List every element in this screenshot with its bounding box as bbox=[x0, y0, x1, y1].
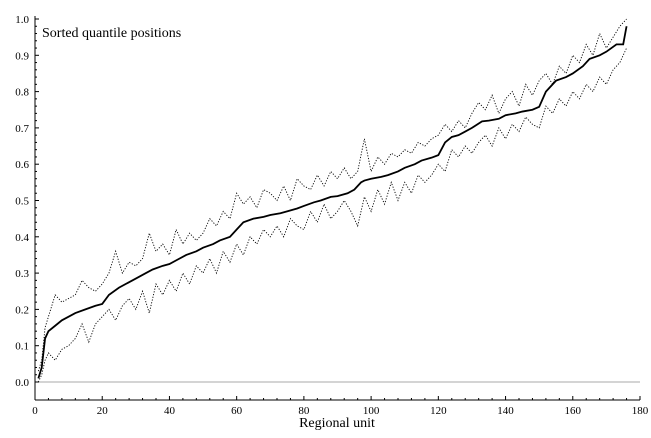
x-tick-label: 160 bbox=[565, 405, 582, 417]
y-tick-label: 1.0 bbox=[15, 14, 29, 26]
y-tick-label: 0.5 bbox=[15, 196, 29, 208]
x-axis-title: Regional unit bbox=[299, 416, 375, 431]
median-line bbox=[37, 26, 628, 379]
chart-annotation: Sorted quantile positions bbox=[42, 26, 181, 41]
y-tick-label: 0.4 bbox=[15, 232, 29, 244]
x-tick-label: 0 bbox=[32, 405, 38, 417]
y-tick-label: 0.2 bbox=[15, 304, 29, 316]
upper-band-line bbox=[37, 18, 627, 372]
axes: 0.0 0.1 0.2 0.3 0.4 0.5 0.6 0.7 0.8 0.9 1.0 0 20 40 60… bbox=[15, 14, 649, 417]
y-tick-label: 0.3 bbox=[15, 268, 29, 280]
x-tick-label: 60 bbox=[231, 405, 243, 417]
x-tick-label: 20 bbox=[97, 405, 109, 417]
x-tick-label: 100 bbox=[363, 405, 380, 417]
x-tick-label: 40 bbox=[164, 405, 176, 417]
x-tick-label: 120 bbox=[430, 405, 447, 417]
y-tick-label: 0.0 bbox=[15, 377, 29, 389]
y-tick-label: 0.7 bbox=[15, 123, 29, 135]
y-tick-label: 0.9 bbox=[15, 50, 29, 62]
x-tick-label: 180 bbox=[632, 405, 649, 417]
y-tick-label: 0.8 bbox=[15, 87, 29, 99]
y-tick-label: 0.1 bbox=[15, 341, 29, 353]
x-tick-label: 140 bbox=[497, 405, 514, 417]
series-layer bbox=[37, 18, 628, 383]
lower-band-line bbox=[37, 47, 627, 383]
x-tick-label: 80 bbox=[298, 405, 310, 417]
y-tick-label: 0.6 bbox=[15, 159, 29, 171]
